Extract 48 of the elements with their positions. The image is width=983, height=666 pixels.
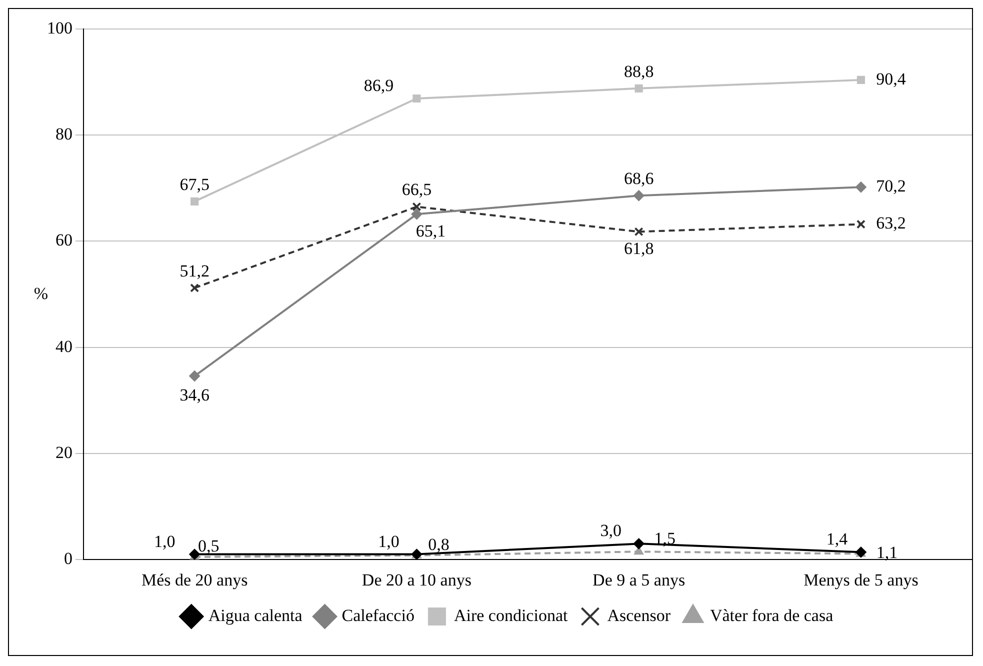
point bbox=[633, 190, 644, 202]
point bbox=[189, 370, 200, 382]
point bbox=[190, 283, 200, 292]
data-label: 0,5 bbox=[198, 536, 220, 556]
data-label: 86,9 bbox=[364, 76, 394, 95]
y-tick-label: 20 bbox=[56, 442, 72, 462]
y-tick-label: 0 bbox=[64, 549, 72, 568]
data-label: 63,2 bbox=[876, 214, 906, 233]
point bbox=[190, 197, 199, 206]
data-label: 90,4 bbox=[876, 69, 906, 88]
data-label: 1,4 bbox=[826, 530, 848, 549]
data-label: 1,1 bbox=[876, 543, 898, 562]
legend-label: Vàter fora de casa bbox=[710, 606, 834, 625]
x-tick-label: De 9 a 5 anys bbox=[592, 570, 686, 590]
data-label: 1,0 bbox=[154, 532, 176, 551]
y-tick-label: 40 bbox=[56, 336, 72, 356]
point bbox=[855, 182, 866, 193]
point bbox=[411, 208, 422, 220]
point bbox=[856, 76, 865, 84]
y-axis-title: % bbox=[34, 284, 48, 303]
y-tick-label: 60 bbox=[56, 230, 72, 250]
data-label: 65,1 bbox=[416, 222, 446, 241]
data-label: 61,8 bbox=[624, 239, 654, 258]
point bbox=[633, 538, 644, 550]
data-label: 88,8 bbox=[624, 62, 654, 81]
data-label: 68,6 bbox=[624, 169, 654, 188]
data-label: 0,8 bbox=[428, 534, 450, 554]
x-tick-label: De 20 a 10 anys bbox=[362, 570, 472, 590]
data-label: 51,2 bbox=[180, 261, 210, 280]
point bbox=[412, 202, 422, 212]
point bbox=[412, 94, 421, 103]
data-label: 34,6 bbox=[180, 385, 210, 404]
data-label: 3,0 bbox=[600, 521, 622, 540]
point bbox=[634, 84, 643, 92]
y-tick-label: 100 bbox=[47, 18, 72, 38]
x-tick-label: Menys de 5 anys bbox=[804, 570, 918, 590]
point bbox=[634, 227, 644, 236]
data-label: 67,5 bbox=[180, 174, 210, 194]
legend-label: Aire condicionat bbox=[454, 606, 568, 625]
y-tick-label: 80 bbox=[56, 124, 72, 144]
legend-label: Calefacció bbox=[342, 606, 414, 625]
data-label: 66,5 bbox=[402, 180, 432, 200]
data-label: 70,2 bbox=[876, 176, 906, 196]
x-tick-label: Més de 20 anys bbox=[141, 570, 248, 590]
data-label: 1,0 bbox=[378, 532, 400, 551]
point bbox=[856, 220, 866, 229]
legend-label: Aigua calenta bbox=[208, 606, 303, 625]
legend-label: Ascensor bbox=[607, 606, 671, 625]
